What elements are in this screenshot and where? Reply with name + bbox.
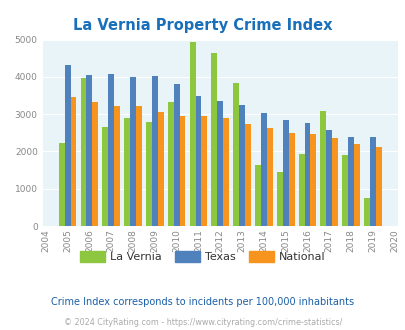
- Bar: [136, 106, 141, 226]
- Bar: [108, 74, 114, 226]
- Bar: [92, 102, 98, 226]
- Bar: [266, 128, 272, 226]
- Text: Crime Index corresponds to incidents per 100,000 inhabitants: Crime Index corresponds to incidents per…: [51, 297, 354, 307]
- Bar: [146, 122, 151, 226]
- Text: La Vernia Property Crime Index: La Vernia Property Crime Index: [73, 18, 332, 33]
- Bar: [375, 147, 381, 226]
- Bar: [223, 118, 228, 226]
- Bar: [326, 130, 331, 226]
- Bar: [189, 42, 195, 226]
- Bar: [201, 116, 207, 226]
- Legend: La Vernia, Texas, National: La Vernia, Texas, National: [75, 247, 330, 267]
- Bar: [304, 123, 310, 226]
- Bar: [369, 137, 375, 226]
- Bar: [59, 143, 64, 226]
- Bar: [254, 165, 260, 226]
- Bar: [298, 154, 304, 226]
- Bar: [102, 127, 108, 226]
- Bar: [331, 138, 337, 226]
- Text: © 2024 CityRating.com - https://www.cityrating.com/crime-statistics/: © 2024 CityRating.com - https://www.city…: [64, 318, 341, 327]
- Bar: [173, 84, 179, 226]
- Bar: [124, 118, 130, 226]
- Bar: [158, 112, 163, 226]
- Bar: [353, 144, 359, 226]
- Bar: [195, 96, 201, 226]
- Bar: [179, 116, 185, 226]
- Bar: [320, 111, 326, 226]
- Bar: [86, 75, 92, 226]
- Bar: [260, 113, 266, 226]
- Bar: [232, 83, 239, 226]
- Bar: [217, 101, 223, 226]
- Bar: [282, 120, 288, 226]
- Bar: [347, 137, 353, 226]
- Bar: [80, 79, 86, 226]
- Bar: [363, 198, 369, 226]
- Bar: [151, 76, 158, 226]
- Bar: [239, 105, 244, 226]
- Bar: [341, 155, 347, 226]
- Bar: [167, 102, 173, 226]
- Bar: [70, 97, 76, 226]
- Bar: [64, 65, 70, 226]
- Bar: [244, 123, 250, 226]
- Bar: [310, 134, 315, 226]
- Bar: [211, 53, 217, 226]
- Bar: [288, 133, 294, 226]
- Bar: [276, 172, 282, 226]
- Bar: [114, 106, 120, 226]
- Bar: [130, 77, 136, 226]
